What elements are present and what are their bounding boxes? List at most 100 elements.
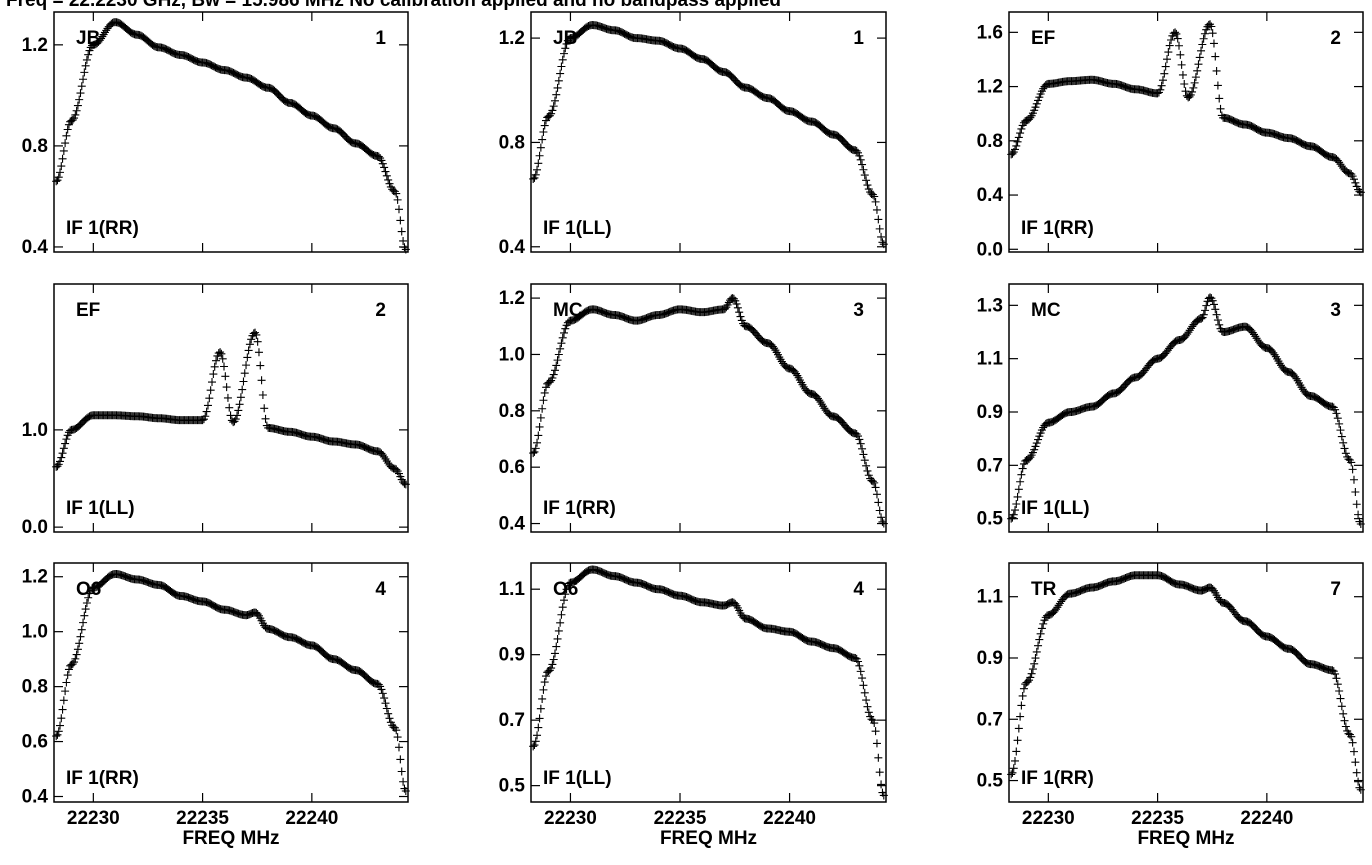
data-point xyxy=(64,665,73,674)
data-point xyxy=(393,195,402,204)
data-point xyxy=(859,450,868,459)
data-point xyxy=(550,649,559,658)
data-point xyxy=(1037,624,1046,633)
antenna-label: JB xyxy=(553,28,577,49)
data-point xyxy=(545,111,554,120)
data-point xyxy=(1039,619,1048,628)
data-point xyxy=(562,39,571,48)
polarization-label: IF 1(LL) xyxy=(543,218,612,239)
data-point xyxy=(1191,73,1200,82)
data-point xyxy=(534,159,543,168)
data-point xyxy=(1031,442,1040,451)
data-point xyxy=(1347,170,1356,179)
data-point xyxy=(1292,374,1301,383)
data-point xyxy=(549,655,558,664)
data-point xyxy=(235,400,244,409)
data-point xyxy=(401,245,410,254)
data-point xyxy=(396,755,405,764)
data-point xyxy=(243,353,252,362)
data-point xyxy=(1201,306,1210,315)
data-point xyxy=(858,160,867,169)
data-point xyxy=(1340,716,1349,725)
y-tick-label: 0.4 xyxy=(499,514,526,535)
plot-frame xyxy=(530,11,887,253)
data-point xyxy=(82,55,91,64)
data-point xyxy=(1336,694,1345,703)
data-trace xyxy=(52,18,410,254)
polarization-label: IF 1(LL) xyxy=(543,768,612,789)
data-point xyxy=(1032,647,1041,656)
data-point xyxy=(536,413,545,422)
data-point xyxy=(1160,69,1169,78)
data-point xyxy=(62,131,71,140)
data-point xyxy=(61,439,70,448)
data-point xyxy=(1014,485,1023,494)
data-point xyxy=(554,76,563,85)
data-point xyxy=(377,685,386,694)
data-point xyxy=(1348,465,1357,474)
data-point xyxy=(212,356,221,365)
data-point xyxy=(1208,29,1217,38)
data-point xyxy=(538,404,547,413)
data-point xyxy=(1333,414,1342,423)
y-tick-label: 1.0 xyxy=(22,622,48,643)
data-point xyxy=(1197,46,1206,55)
data-point xyxy=(80,68,89,77)
data-point xyxy=(1175,41,1184,50)
data-point xyxy=(57,162,66,171)
data-point xyxy=(239,377,248,386)
y-tick-label: 0.5 xyxy=(977,771,1004,792)
y-tick-label: 1.2 xyxy=(22,567,48,588)
data-point xyxy=(79,618,88,627)
data-point xyxy=(1034,435,1043,444)
data-point xyxy=(539,685,548,694)
data-point xyxy=(79,75,88,84)
data-point xyxy=(76,89,85,98)
data-point xyxy=(875,768,884,777)
data-point xyxy=(1354,777,1363,786)
data-point xyxy=(1194,60,1203,69)
data-point xyxy=(879,519,888,528)
data-point xyxy=(1208,296,1217,305)
data-point xyxy=(261,414,270,423)
data-point xyxy=(397,227,406,236)
antenna-label: JB xyxy=(76,28,100,49)
data-point xyxy=(863,466,872,475)
data-point xyxy=(82,599,91,608)
data-point xyxy=(61,139,70,148)
panel-1: 0.4 0.8 1.2 JB 1 IF 1(RR) xyxy=(22,11,410,258)
data-point xyxy=(396,216,405,225)
data-point xyxy=(550,96,559,105)
panel-7: 22230 22235 22240 FREQ MHz 0.4 0.6 0.8 1.0 1.2 O6… xyxy=(22,562,410,849)
data-point xyxy=(382,171,391,180)
data-point xyxy=(233,411,242,420)
data-point xyxy=(53,730,62,739)
data-point xyxy=(539,396,548,405)
data-point xyxy=(240,369,249,378)
data-point xyxy=(530,741,539,750)
y-tick-label: 1.2 xyxy=(499,28,525,49)
data-point xyxy=(221,372,230,381)
data-point xyxy=(1213,81,1222,90)
plot-frame xyxy=(53,283,409,533)
data-point xyxy=(736,312,745,321)
data-point xyxy=(1012,141,1021,150)
data-point xyxy=(382,704,391,713)
figure-title: Freq = 22.2230 GHz, Bw = 15.986 MHz No c… xyxy=(6,0,781,11)
data-point xyxy=(874,215,883,224)
panel-6: 0.5 0.7 0.9 1.1 1.3 MC 3 IF 1(LL) xyxy=(977,283,1365,533)
data-point xyxy=(874,753,883,762)
data-point xyxy=(1161,62,1170,71)
data-point xyxy=(549,370,558,379)
data-point xyxy=(247,335,256,344)
data-point xyxy=(862,696,871,705)
plot-frame xyxy=(1008,11,1364,253)
data-point xyxy=(1014,133,1023,142)
data-point xyxy=(1335,419,1344,428)
data-point xyxy=(1356,188,1365,197)
data-point xyxy=(253,610,262,619)
data-point xyxy=(1011,756,1020,765)
data-point xyxy=(1185,92,1194,101)
data-point xyxy=(1270,350,1279,359)
antenna-number: 1 xyxy=(375,28,386,49)
